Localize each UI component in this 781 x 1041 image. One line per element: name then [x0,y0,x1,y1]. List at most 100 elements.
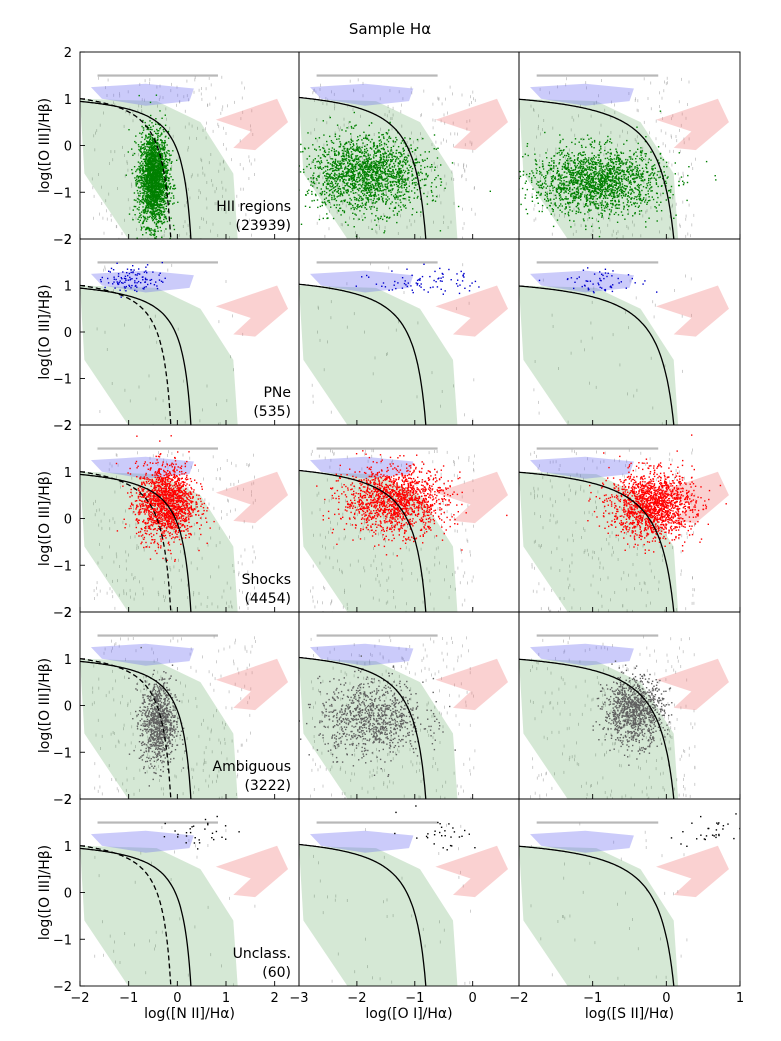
data-point [390,203,392,205]
data-point [164,152,166,155]
background-point [204,173,206,177]
data-point [421,178,423,181]
data-point [383,137,385,140]
data-point [373,144,375,146]
data-point [365,168,367,170]
data-point [395,178,397,180]
data-point [151,179,154,182]
background-point [661,217,663,221]
background-point [617,143,618,147]
data-point [401,171,403,173]
background-point [660,110,662,114]
data-point [384,170,386,173]
data-point [147,151,150,153]
background-point [384,113,386,117]
data-point [162,166,164,168]
data-point [361,166,364,168]
data-point [356,143,358,145]
data-point [362,151,364,153]
background-point [347,104,349,108]
data-point [432,199,434,201]
data-point [384,178,386,181]
data-point [386,163,388,165]
background-point [672,203,673,207]
background-point [216,202,218,206]
data-point [364,177,366,180]
data-point [434,166,436,168]
data-point [152,199,154,202]
data-point [377,176,380,178]
data-point [327,176,329,178]
figure-title: Sample Hα [349,20,431,38]
data-point [154,180,157,182]
data-point [376,164,378,166]
data-point [365,189,367,191]
data-point [152,164,155,166]
data-point [397,171,399,173]
background-point [585,81,587,85]
data-point [315,149,317,151]
data-point [386,187,389,189]
data-point [144,247,145,248]
data-point [394,198,396,200]
data-point [318,174,320,177]
data-point [310,167,312,169]
data-point [149,215,151,218]
data-point [361,206,363,208]
background-point [408,189,410,193]
background-point [665,144,666,148]
data-point [331,147,334,149]
data-point [357,172,359,174]
data-point [140,169,142,171]
data-point [370,208,372,210]
data-point [160,158,162,161]
data-point [326,144,328,146]
data-point [417,161,419,163]
background-point [167,179,168,183]
background-point [691,223,693,227]
background-point [570,189,572,193]
background-point [570,163,571,167]
data-point [160,152,162,154]
data-point [341,177,343,179]
data-point [401,155,403,157]
data-point [409,138,411,140]
data-point [358,177,361,179]
data-point [147,151,149,154]
data-point [347,165,349,167]
data-point [328,173,330,175]
background-point [670,134,672,138]
background-point [574,133,576,137]
data-point [335,182,337,184]
data-point [372,184,374,186]
data-point [348,164,350,167]
data-point [350,207,352,210]
data-point [365,160,367,163]
data-point [396,176,398,178]
data-point [151,198,153,200]
data-point [149,146,151,149]
data-point [351,180,353,182]
data-point [312,144,314,146]
data-point [373,187,375,189]
background-point [622,129,623,133]
background-points [530,76,696,239]
data-point [337,167,339,169]
background-points [310,78,476,239]
data-point [152,185,154,187]
background-point [676,139,678,143]
data-point [155,159,158,162]
data-point [365,164,368,166]
data-point [323,190,326,193]
data-point [152,169,154,172]
data-point [374,172,377,174]
data-point [149,175,151,177]
data-point [134,214,136,216]
data-point [414,159,417,161]
data-point [353,170,356,173]
data-point [403,172,406,174]
data-point [153,169,155,172]
data-point [380,161,382,164]
background-point [250,162,252,166]
data-point [149,182,151,185]
